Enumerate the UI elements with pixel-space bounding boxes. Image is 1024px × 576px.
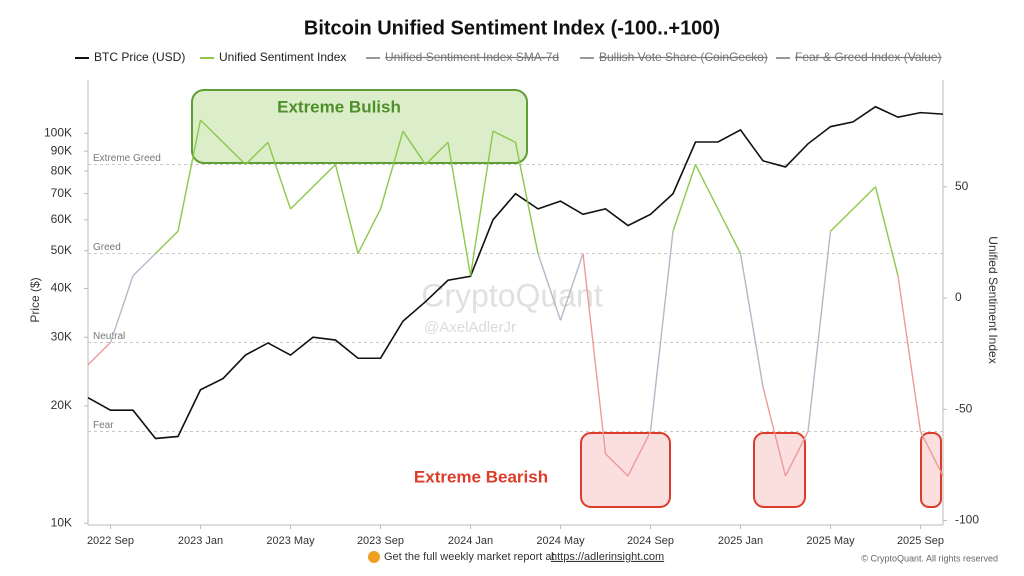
threshold-label: Fear <box>93 420 114 431</box>
watermark: CryptoQuant <box>421 277 603 313</box>
x-tick-label: 2023 Sep <box>357 535 404 547</box>
bearish-label: Extreme Bearish <box>414 467 548 486</box>
sentiment-segment <box>290 186 314 210</box>
sentiment-segment <box>402 130 427 165</box>
copyright: © CryptoQuant. All rights reserved <box>861 553 998 563</box>
sentiment-segment <box>739 253 764 388</box>
sentiment-segment <box>717 208 742 254</box>
sentiment-segment <box>87 342 111 366</box>
bullish-box <box>191 89 528 164</box>
footer-icon <box>368 551 380 563</box>
sentiment-segment <box>447 142 472 276</box>
y-tick-label: 50K <box>51 243 72 257</box>
y-tick-label: 80K <box>51 163 72 177</box>
sentiment-segment <box>267 142 292 210</box>
sentiment-segment <box>200 119 224 143</box>
x-tick-label: 2025 May <box>806 535 855 547</box>
x-tick-label: 2024 Jan <box>448 535 493 547</box>
sentiment-segment <box>469 131 494 276</box>
x-tick-label: 2025 Sep <box>897 535 944 547</box>
y-axis-label: Price ($) <box>28 277 42 322</box>
legend-label: Unified Sentiment Index SMA-7d <box>385 50 559 64</box>
legend-label: Fear & Greed Index (Value) <box>795 50 942 64</box>
sentiment-segment <box>807 231 832 432</box>
threshold-label: Extreme Greed <box>93 153 161 164</box>
sentiment-segment <box>177 119 202 232</box>
y2-tick-label: -50 <box>955 401 973 415</box>
sentiment-segment <box>379 130 404 210</box>
sentiment-segment <box>222 141 246 166</box>
y2-tick-label: 50 <box>955 179 969 193</box>
sentiment-segment <box>155 230 179 255</box>
y-tick-label: 40K <box>51 281 72 295</box>
x-tick-label: 2024 Sep <box>627 535 674 547</box>
bearish-box <box>920 432 942 508</box>
bearish-box <box>753 432 806 508</box>
sentiment-segment <box>492 130 516 143</box>
watermark: @AxelAdlerJr <box>424 319 516 336</box>
sentiment-segment <box>582 253 607 454</box>
sentiment-segment <box>762 386 787 477</box>
sentiment-segment <box>109 275 134 343</box>
sentiment-segment <box>874 186 899 276</box>
sentiment-segment <box>312 164 336 188</box>
x-tick-label: 2023 May <box>266 535 315 547</box>
sentiment-segment <box>537 253 562 321</box>
y-tick-label: 90K <box>51 143 72 157</box>
legend-label: BTC Price (USD) <box>94 50 185 64</box>
y-tick-label: 100K <box>44 125 72 139</box>
sentiment-segment <box>514 142 539 254</box>
sentiment-segment <box>132 253 156 277</box>
sentiment-segment <box>425 141 449 166</box>
y2-axis-label: Unified Sentiment Index <box>986 236 1000 363</box>
x-tick-label: 2025 Jan <box>718 535 763 547</box>
y-tick-label: 60K <box>51 212 72 226</box>
sentiment-segment <box>605 453 629 477</box>
sentiment-segment <box>784 431 809 477</box>
sentiment-segment <box>649 231 674 432</box>
y2-tick-label: -100 <box>955 513 979 527</box>
footer-text: Get the full weekly market report at <box>384 551 555 563</box>
price-line <box>87 105 944 440</box>
chart-title: Bitcoin Unified Sentiment Index (-100..+… <box>304 17 720 39</box>
sentiment-segment <box>672 164 697 232</box>
y-tick-label: 70K <box>51 186 72 200</box>
threshold-label: Greed <box>93 242 121 253</box>
bullish-label: Extreme Bulish <box>277 97 401 116</box>
x-tick-label: 2024 May <box>536 535 585 547</box>
y2-tick-label: 0 <box>955 290 962 304</box>
x-tick-label: 2022 Sep <box>87 535 134 547</box>
bearish-box <box>580 432 671 508</box>
sentiment-segment <box>559 253 584 321</box>
legend-label: Bullish Vote Share (CoinGecko) <box>599 50 768 64</box>
sentiment-segment <box>627 431 652 477</box>
sentiment-segment <box>334 164 359 254</box>
y-tick-label: 10K <box>51 515 72 529</box>
sentiment-segment <box>694 164 719 210</box>
legend-label: Unified Sentiment Index <box>219 50 346 64</box>
sentiment-segment <box>245 141 269 166</box>
sentiment-segment <box>919 431 944 477</box>
y-tick-label: 30K <box>51 329 72 343</box>
sentiment-segment <box>897 275 922 432</box>
sentiment-segment <box>830 208 854 232</box>
footer-link[interactable]: https://adlerinsight.com <box>551 551 664 563</box>
x-tick-label: 2023 Jan <box>178 535 223 547</box>
sentiment-segment <box>852 186 876 210</box>
threshold-label: Neutral <box>93 331 125 342</box>
sentiment-segment <box>357 208 382 254</box>
y-tick-label: 20K <box>51 398 72 412</box>
